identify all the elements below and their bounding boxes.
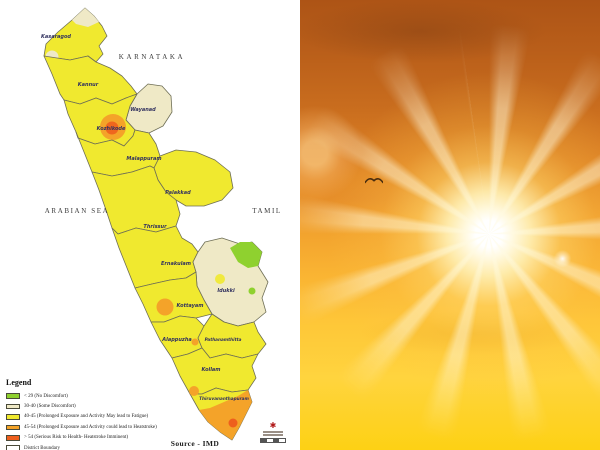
kerala-map: KARNATAKA ARABIAN SEA TAMIL Kasaragod Ka… <box>41 7 282 441</box>
pathanamthitta-label: Pathanamthitta <box>205 337 242 342</box>
kasaragod-label: Kasaragod <box>41 34 71 40</box>
idukki-yellow-patch <box>215 274 225 284</box>
thiruvananthapuram-heat-core <box>228 418 238 428</box>
alappuzha-heat-dot <box>191 338 199 346</box>
kottayam-label: Kottayam <box>177 303 204 309</box>
idukki-green-dot <box>248 287 256 295</box>
malappuram-label: Malappuram <box>126 156 161 162</box>
legend-label: > 54 (Serious Risk to Health- Heatstroke… <box>24 435 129 441</box>
alappuzha-label: Alappuzha <box>161 337 192 343</box>
legend-label: < 29 (No Discomfort) <box>24 393 68 399</box>
kozhikode-heat-core <box>105 121 119 135</box>
kannur-label: Kannur <box>78 82 99 88</box>
bird-silhouette-icon <box>364 177 383 183</box>
legend-row: 40-45 (Prolonged Exposure and Activity M… <box>6 412 236 422</box>
logo-text-line <box>263 431 283 433</box>
arabian-sea-label: ARABIAN SEA <box>45 207 109 215</box>
legend-swatch-boundary <box>6 445 20 450</box>
thrissur-label: Thrissur <box>143 224 167 230</box>
legend-label: 30-40 (Some Discomfort) <box>24 404 76 410</box>
legend-swatch-yellow <box>6 414 20 420</box>
legend-title: Legend <box>6 378 32 387</box>
thiruvananthapuram-heat-area <box>199 390 252 440</box>
legend-label: 40-45 (Prolonged Exposure and Activity M… <box>24 414 149 420</box>
sun-rays <box>300 0 600 450</box>
logo-text-line <box>263 433 283 436</box>
legend-label: District Boundary <box>24 445 60 450</box>
tamil-label: TAMIL <box>252 207 282 215</box>
legend-swatch-green <box>6 393 20 399</box>
coastal-heat-blob <box>189 386 199 396</box>
legend-swatch-orange <box>6 424 20 431</box>
publisher-logo-icon: ✱ <box>269 421 277 430</box>
legend-label: 45-54 (Prolonged Exposure and Activity c… <box>24 424 157 430</box>
legend-swatch-red-orange <box>6 435 20 441</box>
source-label: Source - IMD <box>170 439 220 448</box>
idukki-green-patch <box>230 242 262 268</box>
district-thrissur <box>91 165 181 235</box>
kerala-heat-map-panel: KARNATAKA ARABIAN SEA TAMIL Kasaragod Ka… <box>6 7 286 450</box>
legend-swatch-cream <box>6 403 20 410</box>
map-scale-bar <box>260 438 286 443</box>
ernakulam-label: Ernakulam <box>161 261 191 267</box>
thiruvananthapuram-label: Thiruvananthapuram <box>199 396 249 401</box>
idukki-label: Idukki <box>217 288 235 294</box>
legend-row: < 29 (No Discomfort) <box>6 391 236 401</box>
palakkad-label: Palakkad <box>165 190 191 196</box>
sun-sky-photo <box>300 0 600 450</box>
district-kannur <box>43 55 138 105</box>
kozhikode-label: Kozhikode <box>97 126 126 132</box>
legend: Legend < 29 (No Discomfort) 30-40 (Some … <box>6 378 236 450</box>
legend-row: 45-54 (Prolonged Exposure and Activity c… <box>6 422 236 432</box>
wayanad-label: Wayanad <box>130 107 156 113</box>
legend-row: > 54 (Serious Risk to Health- Heatstroke… <box>6 433 236 443</box>
kasaragod-cream-cap <box>72 8 99 27</box>
kollam-label: Kollam <box>201 367 220 373</box>
kottayam-heat-blob <box>156 298 174 316</box>
publisher-logo: ✱ <box>260 422 286 443</box>
legend-row: 30-40 (Some Discomfort) <box>6 401 236 411</box>
karnataka-label: KARNATAKA <box>119 53 185 61</box>
